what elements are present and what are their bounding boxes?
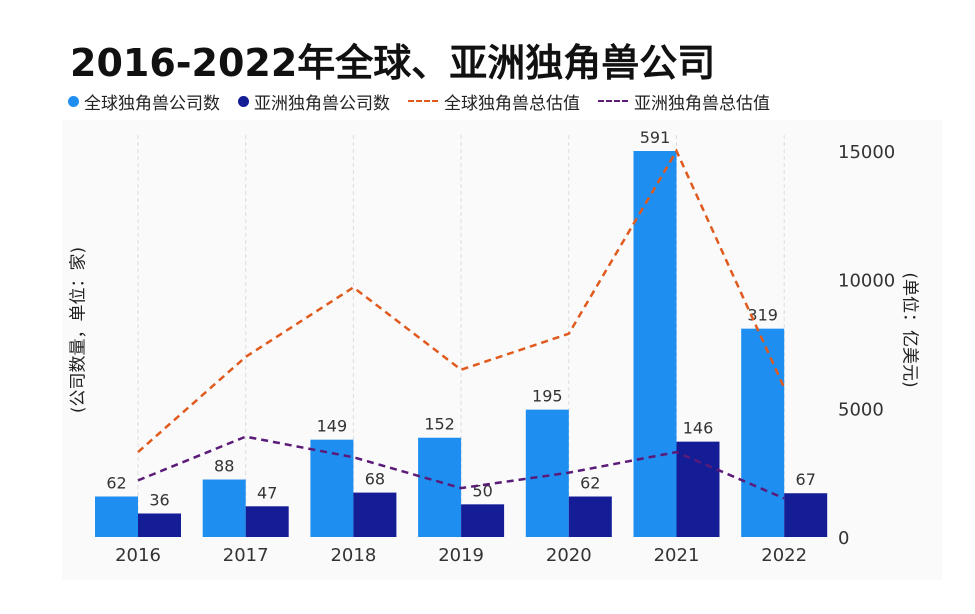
bar (95, 496, 138, 537)
bar-value-label: 36 (149, 490, 169, 509)
chart-title: 2016-2022年全球、亚洲独角兽公司 (70, 41, 716, 85)
bar-value-label: 319 (747, 306, 778, 325)
legend-item-global-count: 全球独角兽公司数 (68, 89, 220, 114)
legend-item-asia-valuation: 亚洲独角兽总估值 (598, 89, 770, 114)
bar-value-label: 149 (317, 417, 348, 436)
x-tick-label: 2022 (761, 545, 807, 566)
series-line (137, 148, 786, 454)
bar (353, 492, 397, 537)
bar (784, 493, 828, 537)
legend-label-global-count: 全球独角兽公司数 (84, 93, 220, 114)
y-right-tick-label: 5000 (838, 399, 884, 420)
legend-marker-global-count (68, 95, 79, 107)
bar-value-label: 152 (424, 415, 455, 434)
bar-value-label: 62 (106, 474, 126, 493)
bar (461, 504, 505, 537)
bar (633, 151, 677, 537)
bar (741, 328, 785, 537)
bar-value-label: 88 (214, 457, 234, 476)
bar (525, 409, 569, 537)
legend: 全球独角兽公司数 亚洲独角兽公司数 全球独角兽总估值 亚洲独角兽总估值 (68, 89, 788, 114)
legend-marker-asia-count (238, 95, 249, 107)
bar-value-label: 67 (796, 470, 816, 489)
legend-label-global-valuation: 全球独角兽总估值 (444, 93, 580, 114)
x-tick-label: 2020 (546, 545, 592, 566)
legend-marker-asia-valuation (598, 100, 628, 102)
y-right-tick-label: 15000 (838, 142, 895, 163)
bar (245, 506, 289, 537)
bar (568, 496, 612, 537)
bar (676, 441, 720, 537)
bar-value-label: 68 (365, 470, 385, 489)
series-line (137, 435, 785, 500)
legend-label-asia-count: 亚洲独角兽公司数 (254, 93, 390, 114)
bar (418, 437, 462, 537)
legend-label-asia-valuation: 亚洲独角兽总估值 (634, 93, 770, 114)
legend-item-asia-count: 亚洲独角兽公司数 (238, 89, 390, 114)
x-tick-label: 2021 (654, 545, 700, 566)
x-tick-label: 2018 (330, 545, 376, 566)
x-tick-label: 2019 (438, 545, 484, 566)
bar-value-label: 195 (532, 387, 563, 406)
legend-marker-global-valuation (408, 100, 438, 102)
x-tick-label: 2017 (223, 545, 269, 566)
bar (138, 513, 181, 537)
bar-value-label: 591 (640, 128, 671, 147)
bar (202, 479, 246, 537)
x-tick-label: 2016 (115, 545, 161, 566)
bar-value-label: 47 (257, 483, 277, 502)
bar-value-label: 62 (580, 474, 600, 493)
y-right-tick-label: 10000 (838, 271, 895, 292)
legend-item-global-valuation: 全球独角兽总估值 (408, 89, 580, 114)
y-right-tick-label: 0 (838, 528, 849, 549)
bar-value-label: 146 (683, 419, 714, 438)
